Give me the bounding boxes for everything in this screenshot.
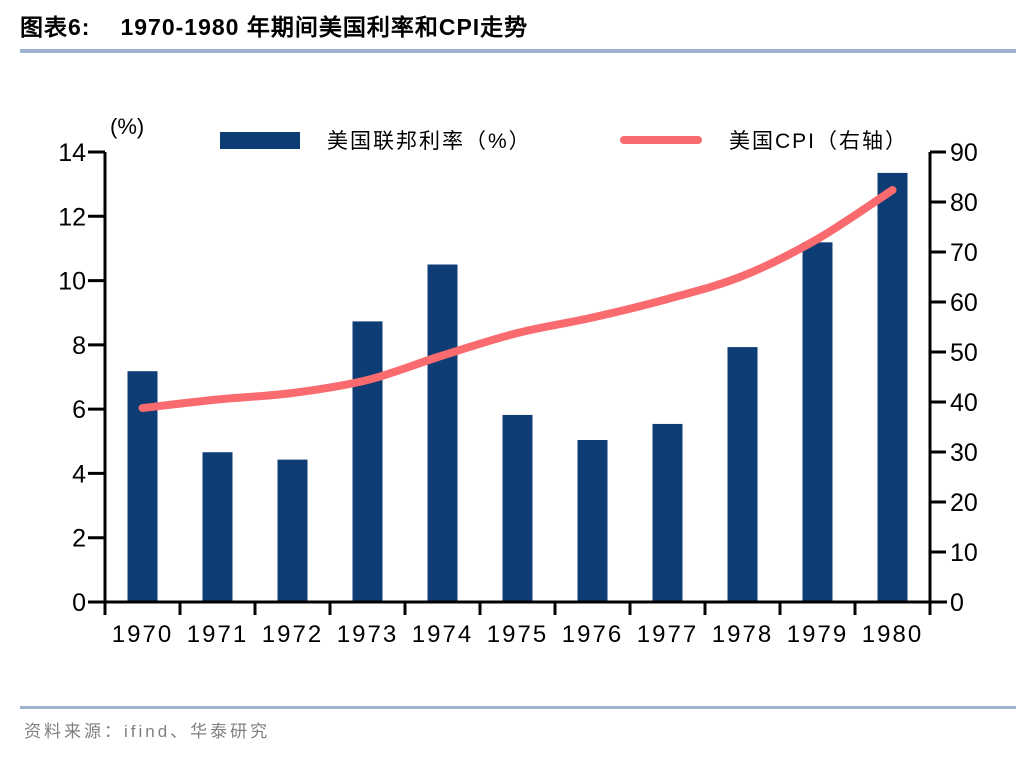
- x-tick-label-1972: 1972: [262, 621, 323, 648]
- legend-label-cpi: 美国CPI（右轴）: [729, 130, 909, 153]
- line-series-swatch: [620, 136, 702, 144]
- x-tick-label-1970: 1970: [112, 621, 173, 648]
- y-left-tick-label: 6: [72, 396, 86, 424]
- bar-1980: [877, 172, 908, 602]
- y-right-tick-label: 70: [950, 239, 978, 267]
- x-tick-label-1971: 1971: [187, 621, 248, 648]
- x-tick-label-1976: 1976: [562, 621, 623, 648]
- x-tick-label-1974: 1974: [412, 621, 473, 648]
- legend-label-fed-funds-rate: 美国联邦利率（%）: [327, 130, 532, 153]
- x-tick-label-1978: 1978: [712, 621, 773, 648]
- x-tick-label-1977: 1977: [637, 621, 698, 648]
- y-right-tick-label: 30: [950, 439, 978, 467]
- y-right-tick-label: 10: [950, 539, 978, 567]
- y-left-tick-label: 8: [72, 332, 86, 360]
- combo-chart-plot: 0 2 4 6 8 10 12 14 0 10 20 30 40 50 60 70 80 90 1970 1971 19…: [58, 139, 978, 648]
- x-tick-label-1979: 1979: [787, 621, 848, 648]
- left-axis-unit-label: (%): [110, 114, 145, 139]
- bar-1972: [277, 459, 308, 602]
- bar-1973: [352, 321, 383, 602]
- y-left-tick-label: 4: [72, 460, 86, 488]
- legend-item-fed-funds-rate: 美国联邦利率（%）: [220, 128, 532, 153]
- y-left-tick-label: 0: [72, 589, 86, 617]
- bar-1974: [427, 264, 458, 602]
- title-divider-rule: [20, 49, 1016, 53]
- x-tick-label-1980: 1980: [862, 621, 923, 648]
- chart-area: (%) 美国联邦利率（%） 美国CPI（右轴） 0 2 4 6 8 10 12 14 0 10 20…: [0, 90, 1036, 670]
- bar-1979: [802, 242, 833, 603]
- y-right-tick-label: 40: [950, 389, 978, 417]
- x-tick-label-1975: 1975: [487, 621, 548, 648]
- bar-1971: [202, 452, 233, 602]
- bar-1977: [652, 423, 683, 602]
- footer-divider-rule: [20, 706, 1016, 709]
- y-right-tick-label: 20: [950, 489, 978, 517]
- chart-legend: 美国联邦利率（%） 美国CPI（右轴）: [0, 128, 1036, 153]
- figure-header: 图表6: 1970-1980 年期间美国利率和CPI走势: [20, 8, 1016, 42]
- y-right-tick-label: 80: [950, 189, 978, 217]
- x-tick-label-1973: 1973: [337, 621, 398, 648]
- y-left-tick-label: 2: [72, 525, 86, 553]
- figure-number-label: 图表6:: [20, 14, 91, 40]
- y-right-tick-label: 0: [950, 589, 964, 617]
- bar-1976: [577, 440, 608, 602]
- y-left-tick-label: 12: [58, 203, 86, 231]
- bar-1975: [502, 414, 533, 602]
- cpi-line: [138, 186, 897, 412]
- y-right-tick-label: 90: [950, 139, 978, 167]
- figure-title: 1970-1980 年期间美国利率和CPI走势: [120, 14, 529, 40]
- figure-title-row: 图表6: 1970-1980 年期间美国利率和CPI走势: [20, 8, 1016, 42]
- y-right-tick-label: 60: [950, 289, 978, 317]
- bar-1978: [727, 347, 758, 602]
- legend-item-cpi: 美国CPI（右轴）: [620, 128, 909, 153]
- source-note: 资料来源：ifind、华泰研究: [24, 722, 271, 741]
- bar-series-swatch: [220, 131, 300, 149]
- y-right-tick-label: 50: [950, 339, 978, 367]
- y-left-tick-label: 14: [58, 139, 86, 167]
- y-left-tick-label: 10: [58, 268, 86, 296]
